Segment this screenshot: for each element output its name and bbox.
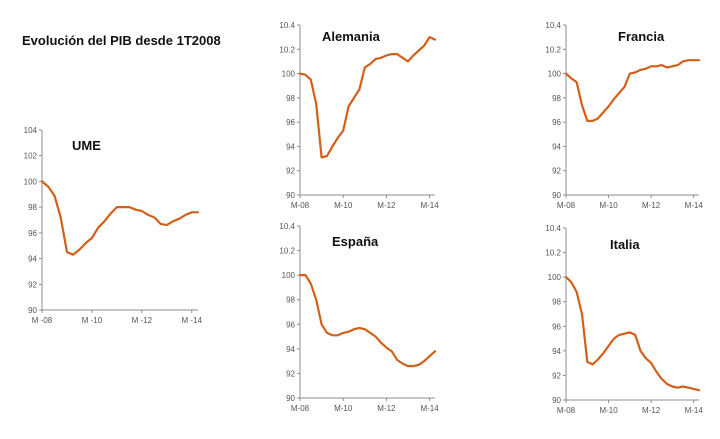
chart-espana: 90 92 94 96 98 100 10.2 10.4 M-08 M-10 M-12 M-14 Esp… — [279, 222, 439, 413]
series-line — [40, 180, 200, 256]
x-tick-label: M-08 — [291, 201, 310, 210]
x-tick-label: M-10 — [334, 404, 353, 413]
y-tick-label: 10.4 — [279, 222, 295, 231]
x-tick-label: M-12 — [642, 406, 661, 415]
x-tick-label: M-14 — [420, 404, 439, 413]
chart-title: UME — [72, 138, 101, 153]
chart-title: España — [332, 234, 379, 249]
x-tick-label: M-14 — [420, 201, 439, 210]
chart-alemania: 90 92 94 96 98 100 10.2 10.4 M-08 M-10 M-12 M-14 Ale… — [279, 21, 439, 210]
series-line — [298, 36, 437, 159]
y-tick-label: 94 — [286, 142, 295, 151]
y-tick-label: 96 — [552, 322, 561, 331]
y-tick-label: 94 — [552, 142, 561, 151]
y-tick-label: 10.4 — [545, 21, 561, 30]
chart-italia: 90 92 94 96 98 100 10.2 10.4 M-08 M-10 M-12 M-14 Ita… — [545, 224, 704, 415]
y-tick-label: 90 — [552, 191, 561, 200]
y-tick-label: 92 — [286, 369, 295, 378]
x-tick-label: M-10 — [334, 201, 353, 210]
y-tick-label: 96 — [286, 118, 295, 127]
y-tick-label: 92 — [28, 280, 37, 289]
y-tick-label: 90 — [552, 396, 561, 405]
chart-title: Italia — [610, 237, 640, 252]
x-tick-label: M-10 — [599, 406, 618, 415]
y-tick-label: 90 — [28, 306, 37, 315]
y-tick-label: 90 — [286, 191, 295, 200]
y-tick-label: 10.2 — [279, 45, 295, 54]
x-tick-label: M-08 — [557, 201, 576, 210]
series-line — [564, 59, 701, 123]
chart-ume: 90 92 94 96 98 100 102 104 M -08 M -10 M -12 M -14 U… — [24, 126, 203, 325]
y-tick-label: 100 — [548, 273, 562, 282]
y-tick-label: 96 — [286, 320, 295, 329]
x-tick-label: M-14 — [685, 201, 704, 210]
y-tick-label: 10.4 — [545, 224, 561, 233]
y-tick-label: 104 — [24, 126, 38, 135]
y-tick-label: 94 — [28, 255, 37, 264]
y-tick-label: 98 — [286, 94, 295, 103]
y-tick-label: 100 — [282, 271, 296, 280]
y-tick-label: 98 — [552, 94, 561, 103]
y-tick-label: 98 — [552, 298, 561, 307]
x-tick-label: M -14 — [182, 316, 203, 325]
y-tick-label: 10.4 — [279, 21, 295, 30]
x-tick-label: M-08 — [557, 406, 576, 415]
series-line — [298, 273, 437, 368]
y-tick-label: 92 — [552, 167, 561, 176]
y-tick-label: 10.2 — [545, 45, 561, 54]
y-tick-label: 94 — [552, 347, 561, 356]
x-tick-label: M-14 — [685, 406, 704, 415]
y-tick-label: 10.2 — [545, 249, 561, 258]
y-tick-label: 96 — [28, 229, 37, 238]
y-tick-label: 100 — [282, 70, 296, 79]
series-line — [564, 275, 701, 392]
y-tick-label: 100 — [24, 177, 38, 186]
x-tick-label: M -12 — [132, 316, 153, 325]
y-tick-label: 102 — [24, 152, 38, 161]
x-tick-label: M -10 — [82, 316, 103, 325]
y-tick-label: 100 — [548, 70, 562, 79]
y-tick-label: 94 — [286, 345, 295, 354]
x-tick-label: M -08 — [32, 316, 53, 325]
y-tick-label: 90 — [286, 394, 295, 403]
chart-title: Francia — [618, 29, 665, 44]
y-tick-label: 10.2 — [279, 247, 295, 256]
y-tick-label: 96 — [552, 118, 561, 127]
x-tick-label: M-08 — [291, 404, 310, 413]
page-title: Evolución del PIB desde 1T2008 — [22, 33, 221, 48]
x-tick-label: M-12 — [642, 201, 661, 210]
chart-francia: 90 92 94 96 98 100 10.2 10.4 M-08 M-10 M-12 M-14 Fra… — [545, 21, 704, 210]
y-tick-label: 98 — [286, 296, 295, 305]
y-tick-label: 92 — [552, 371, 561, 380]
y-tick-label: 92 — [286, 167, 295, 176]
chart-title: Alemania — [322, 29, 381, 44]
x-tick-label: M-10 — [599, 201, 618, 210]
y-tick-label: 98 — [28, 203, 37, 212]
x-tick-label: M-12 — [377, 404, 396, 413]
x-tick-label: M-12 — [377, 201, 396, 210]
